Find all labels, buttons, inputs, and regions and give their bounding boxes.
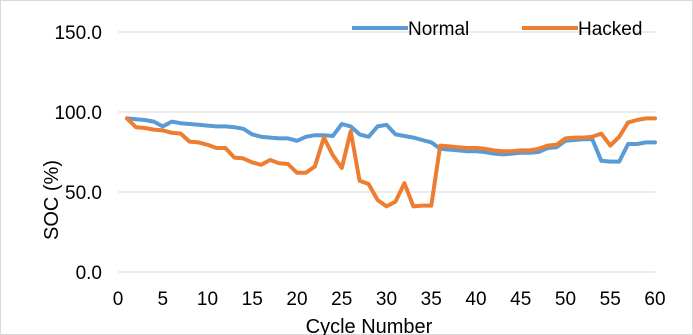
gridlines xyxy=(118,31,655,273)
legend-label-hacked: Hacked xyxy=(578,19,642,40)
x-tick-label: 30 xyxy=(376,289,397,310)
x-tick-label: 25 xyxy=(331,289,352,310)
y-tick-label: 50.0 xyxy=(65,183,102,204)
series-lines xyxy=(125,116,657,209)
legend: Normal Hacked xyxy=(352,19,642,40)
x-tick-label: 10 xyxy=(197,289,218,310)
x-tick-label: 55 xyxy=(600,289,621,310)
x-axis-title: Cycle Number xyxy=(306,316,433,335)
x-tick-label: 40 xyxy=(465,289,486,310)
x-tick-label: 35 xyxy=(421,289,442,310)
legend-label-normal: Normal xyxy=(408,19,469,40)
x-tick-label: 45 xyxy=(510,289,531,310)
y-tick-label: 100.0 xyxy=(54,103,102,124)
y-tick-labels: 0.0 50.0 100.0 150.0 xyxy=(54,23,102,284)
x-tick-label: 0 xyxy=(113,289,124,310)
y-tick-label: 150.0 xyxy=(54,23,102,44)
x-tick-label: 15 xyxy=(242,289,263,310)
y-axis-title: SOC (%) xyxy=(41,160,63,240)
x-tick-label: 20 xyxy=(286,289,307,310)
x-tick-label: 60 xyxy=(644,289,665,310)
series-line-normal xyxy=(125,116,657,164)
x-tick-label: 50 xyxy=(555,289,576,310)
x-tick-label: 5 xyxy=(157,289,168,310)
series-line-hacked xyxy=(125,116,657,209)
x-tick-labels: 0 5 10 15 20 25 30 35 40 45 50 55 60 xyxy=(113,289,666,310)
y-tick-label: 0.0 xyxy=(76,263,102,284)
